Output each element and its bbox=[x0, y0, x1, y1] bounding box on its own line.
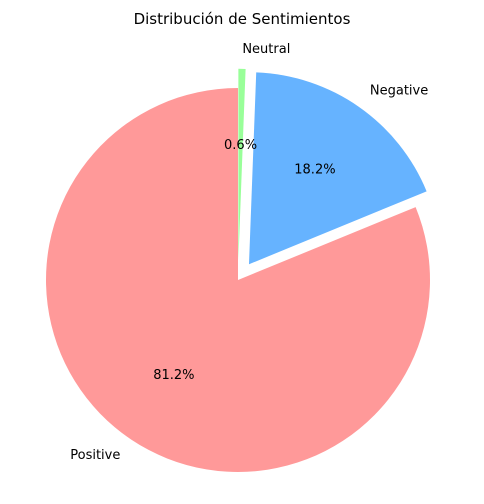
pie-slice-positive bbox=[46, 88, 431, 473]
chart-title: Distribución de Sentimientos bbox=[134, 10, 351, 28]
pie-slices bbox=[46, 68, 431, 473]
pct-label-positive: 81.2% bbox=[153, 368, 194, 383]
slice-label-positive: Positive bbox=[70, 448, 120, 463]
pie-slice-negative bbox=[248, 72, 427, 265]
pie-slice-neutral bbox=[238, 68, 246, 261]
pct-label-negative: 18.2% bbox=[294, 162, 335, 177]
slice-label-negative: Negative bbox=[370, 84, 428, 99]
slice-label-neutral: Neutral bbox=[242, 42, 290, 57]
pct-label-neutral: 0.6% bbox=[224, 138, 257, 153]
pie-labels: Positive 81.2% Negative 18.2% Neutral 0.6% bbox=[70, 42, 428, 463]
